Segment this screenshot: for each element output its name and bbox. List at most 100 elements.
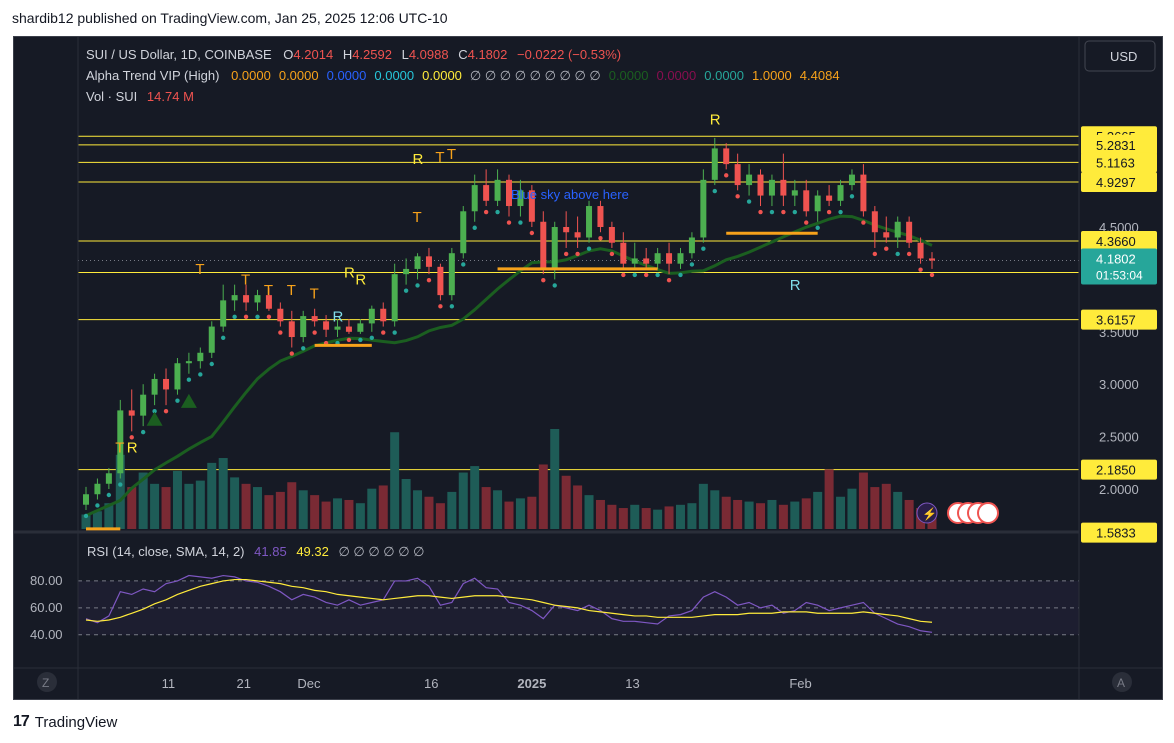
legend-volume-label: Vol · SUI (86, 89, 137, 104)
candle-body (334, 326, 341, 330)
candle-body (368, 308, 375, 324)
lightning-event-icon[interactable] (916, 502, 938, 524)
currency-button-label[interactable]: USD (1110, 49, 1137, 64)
volume-bar (847, 488, 857, 529)
candle-body (780, 179, 787, 196)
time-tick: 13 (625, 676, 639, 691)
legend-ohlc-line: SUI / US Dollar, 1D, COINBASE O4.2014 H4… (86, 47, 621, 62)
trend-dot (678, 272, 683, 278)
candle-body (528, 190, 535, 222)
trend-dot (586, 246, 592, 251)
candle-body (826, 195, 833, 201)
trend-dot (118, 482, 123, 487)
trend-dot (621, 272, 626, 278)
candle-body (768, 179, 775, 196)
trend-dot (289, 351, 294, 356)
volume-bar (721, 496, 731, 529)
zoom-button[interactable] (37, 672, 57, 692)
signal-letter: R (333, 308, 344, 325)
lightning-glyph: ⚡ (922, 507, 937, 521)
trend-dot (849, 194, 855, 199)
auto-scale-button-label[interactable]: A (1117, 676, 1125, 690)
legend-indicator-value: 0.0000 (656, 68, 696, 83)
volume-bar (413, 490, 423, 529)
candle-body (460, 211, 467, 254)
candle-body (837, 185, 844, 201)
trend-dot (301, 346, 306, 351)
signal-letter: T (264, 282, 273, 299)
trend-dot (403, 288, 409, 293)
candle-body (425, 256, 432, 267)
signal-letter: T (413, 209, 422, 226)
us-flag-event-icon-4[interactable] (977, 502, 999, 524)
signal-letter: T (435, 149, 444, 166)
trend-dot (552, 283, 557, 288)
candle-body (711, 148, 718, 180)
candle-body (437, 266, 444, 296)
legend-h-label: H (343, 47, 352, 62)
candle-body (597, 206, 604, 227)
trend-dot (392, 330, 397, 335)
candle-body (631, 258, 638, 264)
volume-bar (481, 487, 491, 529)
candle-body (540, 221, 547, 269)
price-tick: 3.0000 (1099, 377, 1139, 392)
volume-bar (504, 501, 514, 529)
trend-dot (186, 377, 192, 382)
candle-body (746, 174, 753, 186)
level-label-box (1081, 231, 1157, 252)
volume-bar (150, 483, 160, 529)
signal-letter: R (710, 111, 721, 128)
candle-body (700, 179, 707, 238)
trend-dot (884, 246, 889, 251)
candle-body (848, 174, 855, 186)
candle-body (105, 473, 112, 484)
auto-scale-button[interactable] (1112, 672, 1132, 692)
currency-button-box[interactable] (1084, 40, 1156, 72)
volume-bar (298, 490, 308, 529)
trend-dot (541, 277, 546, 283)
candle-body (254, 295, 261, 303)
trend-dot (163, 408, 169, 414)
trend-dot (175, 398, 180, 403)
trend-dot (472, 225, 477, 230)
events-icons[interactable]: ⚡ (916, 502, 999, 524)
level-label: 4.3660 (1096, 234, 1136, 249)
volume-bar (287, 482, 297, 529)
legend-volume-value: 14.74 M (147, 89, 194, 104)
trend-dot (140, 429, 146, 435)
signal-letter: R (127, 439, 138, 456)
volume-bar (252, 487, 262, 529)
legend-indicator-value: ∅ ∅ ∅ ∅ ∅ ∅ ∅ ∅ ∅ (470, 68, 601, 83)
volume-bar (104, 503, 114, 529)
rsi-sma-line (85, 578, 933, 623)
trend-dot (826, 209, 832, 215)
candle-body (220, 300, 227, 327)
level-label-box (1081, 309, 1157, 330)
candle-body (688, 237, 695, 254)
trend-dot (95, 503, 100, 508)
trend-dot (312, 330, 317, 335)
candle-body (929, 258, 935, 261)
zoom-button-label[interactable]: Z (42, 676, 49, 690)
candle-body (483, 185, 490, 201)
volume-bar (733, 499, 743, 529)
legend-indicator-value: 0.0000 (609, 68, 649, 83)
currency-button[interactable]: USD (1084, 40, 1156, 72)
legend-indicator-value: 4.4084 (800, 68, 840, 83)
volume-bar (333, 498, 343, 529)
buy-triangle-icon (180, 393, 197, 408)
candle-body (814, 195, 821, 212)
level-label: 2.1850 (1096, 463, 1136, 478)
current-price-box (1081, 248, 1157, 285)
level-label-box (1081, 171, 1157, 192)
volume-bar (744, 501, 754, 529)
trend-dot (563, 251, 569, 257)
current-price-label: 4.1802 (1096, 252, 1136, 267)
trend-dot (255, 314, 260, 320)
candle-body (83, 494, 89, 505)
volume-bar (161, 487, 171, 529)
volume-bar (390, 432, 400, 529)
